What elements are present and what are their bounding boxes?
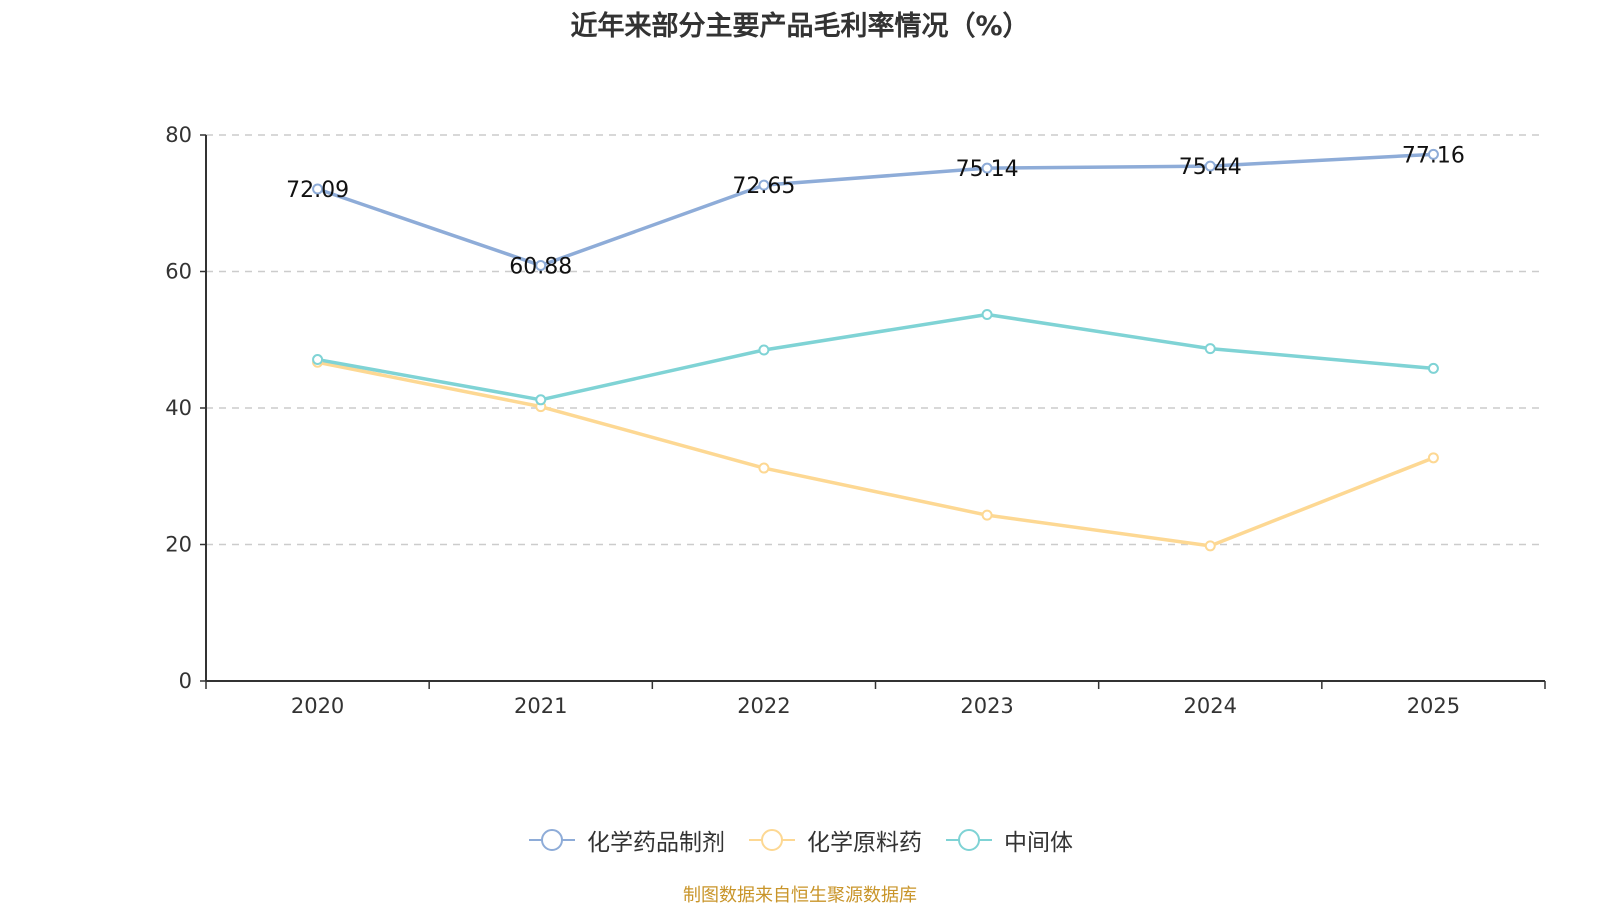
series-line-2 — [317, 312, 1434, 402]
legend-item[interactable]: 化学原料药 — [747, 823, 922, 857]
y-tick-label: 20 — [165, 533, 192, 557]
data-point — [1427, 452, 1439, 464]
data-point — [1204, 540, 1216, 552]
legend-line-circle-icon — [529, 829, 575, 851]
data-point — [1204, 343, 1216, 355]
series-line-1 — [317, 360, 1435, 548]
data-label: 60.88 — [509, 254, 572, 279]
data-point — [535, 259, 547, 271]
legend-label: 中间体 — [1004, 830, 1073, 856]
x-tick-label: 2023 — [960, 694, 1013, 718]
data-point — [981, 308, 993, 320]
x-tick-label: 2022 — [737, 694, 790, 718]
data-point — [1427, 148, 1439, 160]
series-line-0 — [317, 152, 1434, 268]
legend-item[interactable]: 化学药品制剂 — [527, 823, 725, 857]
data-point — [758, 462, 770, 474]
data-label: 77.16 — [1402, 143, 1465, 168]
x-tick-label: 2024 — [1184, 694, 1237, 718]
series-layer — [312, 148, 1439, 552]
y-tick-label: 60 — [165, 260, 192, 284]
legend-line-circle-icon — [749, 829, 795, 851]
legend: 化学药品制剂 化学原料药 中间体 — [0, 823, 1600, 857]
data-point — [535, 394, 547, 406]
chart-title: 近年来部分主要产品毛利率情况（%） — [570, 11, 1030, 42]
legend-label: 化学原料药 — [807, 830, 922, 856]
data-label: 75.44 — [1179, 155, 1242, 180]
y-tick-label: 0 — [179, 669, 192, 693]
y-tick-label: 40 — [165, 396, 192, 420]
legend-label: 化学药品制剂 — [587, 830, 725, 856]
x-tick-label: 2025 — [1407, 694, 1460, 718]
data-point — [981, 509, 993, 521]
data-point — [758, 344, 770, 356]
x-tick-label: 2021 — [514, 694, 567, 718]
data-point — [312, 183, 324, 195]
legend-line-circle-icon — [946, 829, 992, 851]
data-point — [312, 354, 324, 366]
grid-layer — [206, 134, 1545, 546]
label-layer: 72.09 60.88 72.65 75.14 75.44 77.16 — [286, 143, 1465, 279]
data-point — [758, 179, 770, 191]
data-label: 72.09 — [286, 178, 349, 203]
data-label: 75.14 — [956, 157, 1019, 182]
data-label: 72.65 — [732, 174, 795, 199]
x-tick-label: 2020 — [291, 694, 344, 718]
source-footer: 制图数据来自恒生聚源数据库 — [683, 885, 917, 906]
data-point — [1427, 362, 1439, 374]
legend-item[interactable]: 中间体 — [944, 823, 1073, 857]
y-tick-label: 80 — [165, 123, 192, 147]
axis-layer: 0 20 40 60 80 2020 2021 2022 2023 2024 2025 — [165, 123, 1546, 718]
data-point — [1204, 160, 1216, 172]
data-point — [981, 162, 993, 174]
